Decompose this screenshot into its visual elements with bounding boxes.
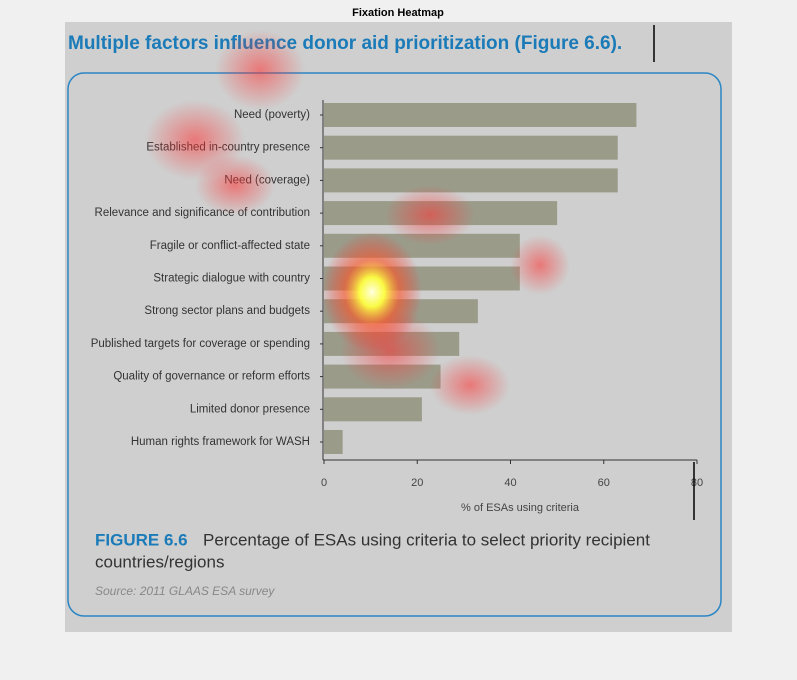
fixation-hotspot <box>322 232 422 352</box>
fixation-blob <box>430 355 510 415</box>
heading: Multiple factors influence donor aid pri… <box>68 33 622 54</box>
x-tick-label: 20 <box>411 477 423 489</box>
x-tick-label: 80 <box>691 477 703 489</box>
y-tick-label: Limited donor presence <box>190 403 310 415</box>
fixation-blob <box>385 185 475 245</box>
fixation-blob <box>510 235 570 295</box>
bar <box>324 168 618 193</box>
heatmap-title: Fixation Heatmap <box>352 7 444 19</box>
fixation-blob <box>195 155 275 215</box>
fixation-blob <box>215 30 305 110</box>
figure-frame <box>67 72 722 617</box>
x-tick-label: 60 <box>598 477 610 489</box>
bar <box>324 103 637 127</box>
heatmap <box>145 30 570 415</box>
caption-line: Percentage of ESAs using criteria to sel… <box>203 530 650 549</box>
y-tick-label: Strong sector plans and budgets <box>144 305 310 317</box>
x-tick-label: 40 <box>504 477 516 489</box>
source: Source: 2011 GLAAS ESA survey <box>95 584 275 598</box>
y-tick-label: Human rights framework for WASH <box>131 436 310 448</box>
y-tick-label: Strategic dialogue with country <box>153 273 310 285</box>
y-tick-label: Need (poverty) <box>234 109 310 121</box>
y-tick-label: Published targets for coverage or spendi… <box>91 338 310 350</box>
bar <box>324 135 618 160</box>
bar <box>324 397 422 422</box>
figure-number: FIGURE 6.6 <box>95 530 188 549</box>
y-tick-label: Fragile or conflict-affected state <box>150 240 310 252</box>
x-tick-label: 0 <box>321 477 327 489</box>
bar <box>324 430 343 454</box>
caption-line: countries/regions <box>95 552 224 571</box>
y-tick-label: Relevance and significance of contributi… <box>95 207 310 219</box>
y-tick-label: Quality of governance or reform efforts <box>113 371 310 383</box>
x-axis-label: % of ESAs using criteria <box>461 502 580 514</box>
